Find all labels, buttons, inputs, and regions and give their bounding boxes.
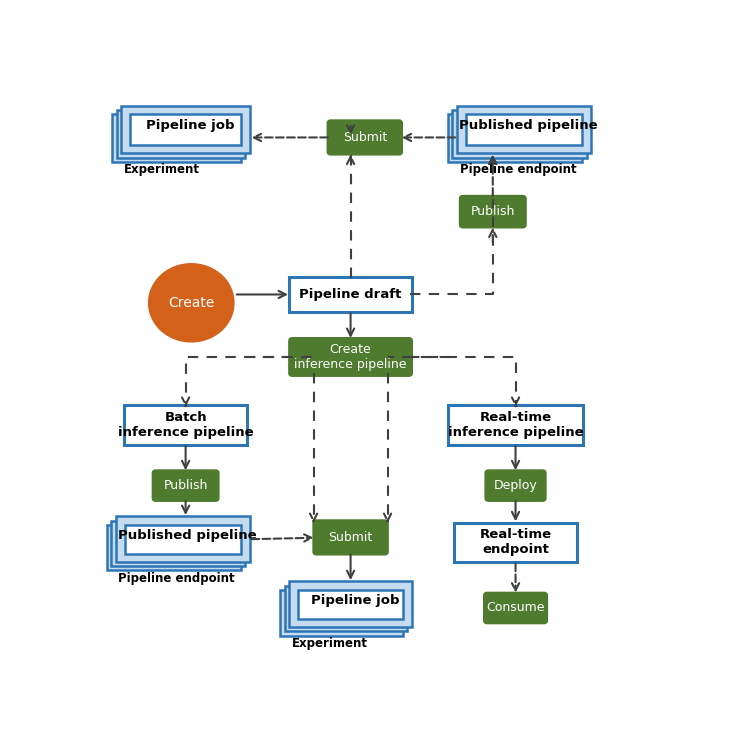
Text: Real-time
endpoint: Real-time endpoint [479, 528, 552, 557]
FancyBboxPatch shape [289, 338, 413, 376]
Text: Pipeline endpoint: Pipeline endpoint [118, 572, 235, 585]
Text: Batch
inference pipeline: Batch inference pipeline [117, 411, 253, 439]
Text: Experiment: Experiment [292, 637, 368, 650]
Text: Submit: Submit [343, 131, 387, 144]
FancyBboxPatch shape [124, 405, 247, 445]
FancyBboxPatch shape [459, 196, 526, 228]
Text: Create: Create [168, 296, 214, 310]
Text: Pipeline endpoint: Pipeline endpoint [459, 163, 576, 176]
FancyBboxPatch shape [452, 110, 586, 158]
FancyBboxPatch shape [457, 106, 591, 153]
FancyBboxPatch shape [485, 470, 546, 501]
FancyBboxPatch shape [125, 525, 241, 554]
FancyBboxPatch shape [466, 115, 582, 145]
FancyBboxPatch shape [121, 106, 250, 153]
FancyBboxPatch shape [289, 277, 412, 312]
Text: Published pipeline: Published pipeline [459, 119, 598, 132]
Text: Experiment: Experiment [124, 163, 200, 176]
FancyBboxPatch shape [111, 521, 245, 566]
FancyBboxPatch shape [106, 525, 241, 571]
FancyBboxPatch shape [327, 120, 402, 155]
FancyBboxPatch shape [298, 590, 403, 619]
Text: Real-time
inference pipeline: Real-time inference pipeline [448, 411, 584, 439]
Text: Pipeline job: Pipeline job [146, 119, 234, 132]
Text: Published pipeline: Published pipeline [118, 528, 257, 542]
Text: Pipeline job: Pipeline job [311, 594, 399, 606]
FancyBboxPatch shape [448, 115, 582, 161]
Text: Publish: Publish [470, 205, 515, 218]
Circle shape [148, 264, 234, 342]
Text: Submit: Submit [328, 531, 373, 544]
FancyBboxPatch shape [116, 516, 250, 562]
FancyBboxPatch shape [117, 110, 245, 158]
Text: Publish: Publish [164, 479, 208, 492]
FancyBboxPatch shape [112, 115, 241, 161]
FancyBboxPatch shape [454, 522, 577, 562]
FancyBboxPatch shape [484, 592, 548, 623]
Text: Deploy: Deploy [494, 479, 537, 492]
FancyBboxPatch shape [153, 470, 219, 501]
Text: Create
inference pipeline: Create inference pipeline [294, 343, 407, 371]
FancyBboxPatch shape [289, 582, 412, 627]
Text: Consume: Consume [487, 601, 545, 615]
Text: Pipeline draft: Pipeline draft [299, 288, 401, 301]
FancyBboxPatch shape [313, 520, 388, 555]
FancyBboxPatch shape [131, 115, 241, 145]
FancyBboxPatch shape [448, 405, 583, 445]
FancyBboxPatch shape [280, 590, 403, 635]
FancyBboxPatch shape [285, 586, 407, 632]
